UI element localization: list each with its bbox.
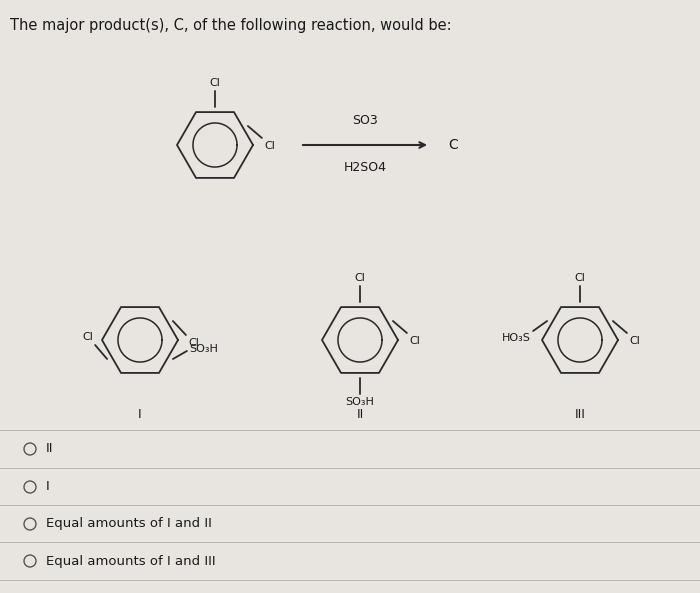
Text: Equal amounts of I and II: Equal amounts of I and II bbox=[46, 518, 212, 531]
Text: SO₃H: SO₃H bbox=[346, 397, 375, 407]
Text: II: II bbox=[356, 408, 363, 421]
Text: HO₃S: HO₃S bbox=[502, 333, 531, 343]
Text: Cl: Cl bbox=[82, 332, 93, 342]
Text: I: I bbox=[46, 480, 50, 493]
Text: Cl: Cl bbox=[209, 78, 220, 88]
Text: C: C bbox=[448, 138, 458, 152]
Text: Cl: Cl bbox=[409, 336, 420, 346]
Text: Cl: Cl bbox=[629, 336, 640, 346]
Text: Cl: Cl bbox=[355, 273, 365, 283]
Text: I: I bbox=[138, 408, 142, 421]
Text: II: II bbox=[46, 442, 53, 455]
Text: III: III bbox=[575, 408, 585, 421]
Text: SO3: SO3 bbox=[352, 114, 378, 127]
Text: Cl: Cl bbox=[264, 141, 275, 151]
Text: Cl: Cl bbox=[575, 273, 585, 283]
Text: Cl: Cl bbox=[188, 338, 199, 348]
Text: Equal amounts of I and III: Equal amounts of I and III bbox=[46, 554, 216, 568]
Text: The major product(s), C, of the following reaction, would be:: The major product(s), C, of the followin… bbox=[10, 18, 452, 33]
Text: SO₃H: SO₃H bbox=[189, 344, 218, 354]
Text: H2SO4: H2SO4 bbox=[344, 161, 386, 174]
